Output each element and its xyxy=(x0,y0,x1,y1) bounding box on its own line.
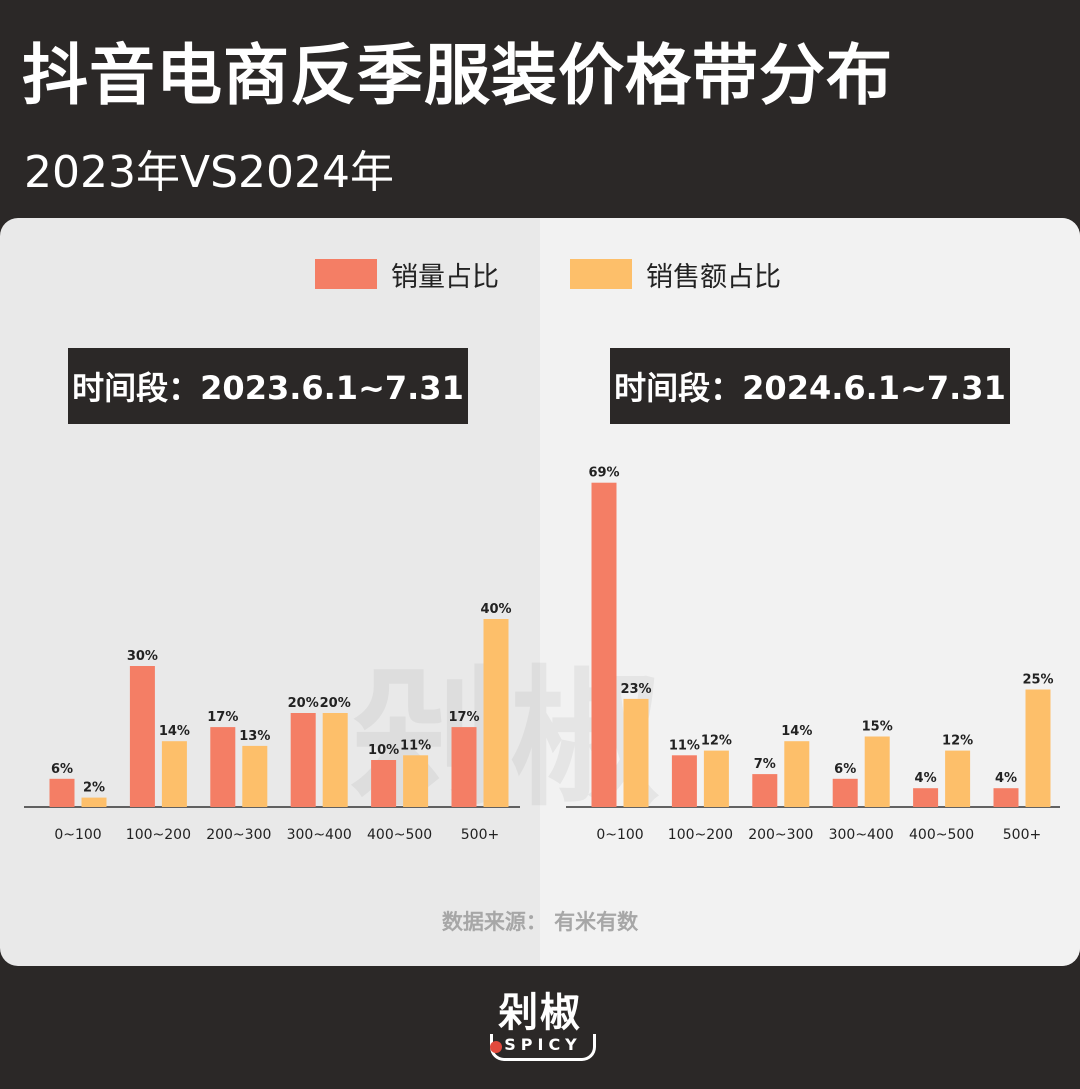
tick-label-2024-5: 500+ xyxy=(1003,827,1041,843)
page-subtitle: 2023年VS2024年 xyxy=(24,147,394,198)
bar-2024-volume-3 xyxy=(832,778,858,807)
bar-2023-volume-2 xyxy=(210,727,236,807)
data-source: 数据来源： 有米有数 xyxy=(441,910,639,934)
tick-label-2023-1: 100~200 xyxy=(126,827,191,843)
legend-swatch-sales-volume xyxy=(315,259,377,289)
legend-label-sales-amount: 销售额占比 xyxy=(646,261,781,293)
data-label-2023-volume-4: 10% xyxy=(368,743,399,758)
tick-label-2024-0: 0~100 xyxy=(596,827,643,843)
data-label-2024-amount-0: 23% xyxy=(620,682,651,697)
chart-panel-right-bg xyxy=(540,218,1080,966)
tick-label-2024-4: 400~500 xyxy=(909,827,974,843)
bar-2024-volume-1 xyxy=(671,755,697,807)
period-label-2024: 时间段：2024.6.1~7.31 xyxy=(610,348,1010,424)
bar-2023-amount-0 xyxy=(81,797,107,807)
bar-2024-volume-0 xyxy=(591,482,617,807)
bar-2023-amount-4 xyxy=(403,755,429,807)
data-label-2023-volume-1: 30% xyxy=(127,649,158,664)
data-label-2024-amount-2: 14% xyxy=(781,724,812,739)
bar-2023-volume-0 xyxy=(49,778,75,807)
tick-label-2023-3: 300~400 xyxy=(287,827,352,843)
logo-text: 剁椒 xyxy=(498,990,582,1036)
data-label-2024-amount-4: 12% xyxy=(942,734,973,749)
data-label-2023-amount-4: 11% xyxy=(400,738,431,753)
bar-2023-amount-3 xyxy=(322,713,348,807)
bar-2024-amount-3 xyxy=(864,736,890,807)
bar-2024-volume-4 xyxy=(913,788,939,807)
data-label-2024-amount-3: 15% xyxy=(862,720,893,735)
bar-2023-amount-5 xyxy=(483,619,509,807)
data-label-2023-volume-2: 17% xyxy=(207,710,238,725)
bar-2023-volume-4 xyxy=(371,760,397,807)
bar-2024-volume-2 xyxy=(752,774,778,807)
data-label-2024-volume-1: 11% xyxy=(669,738,700,753)
bar-2024-volume-5 xyxy=(993,788,1019,807)
data-label-2023-volume-5: 17% xyxy=(448,710,479,725)
bar-2024-amount-1 xyxy=(703,750,729,807)
tick-label-2023-0: 0~100 xyxy=(54,827,101,843)
data-label-2023-volume-3: 20% xyxy=(288,696,319,711)
data-label-2023-amount-2: 13% xyxy=(239,729,270,744)
data-label-2023-amount-0: 2% xyxy=(83,781,105,796)
data-label-2024-volume-4: 4% xyxy=(915,771,937,786)
data-label-2023-amount-1: 14% xyxy=(159,724,190,739)
data-label-2024-volume-0: 69% xyxy=(588,466,619,481)
period-label-2023: 时间段：2023.6.1~7.31 xyxy=(68,348,468,424)
tick-label-2024-1: 100~200 xyxy=(668,827,733,843)
data-label-2024-volume-3: 6% xyxy=(834,762,856,777)
bar-2023-amount-2 xyxy=(242,745,268,807)
tick-label-2024-3: 300~400 xyxy=(829,827,894,843)
logo-dot-icon xyxy=(490,1041,502,1053)
data-label-2023-amount-5: 40% xyxy=(480,602,511,617)
chart-panel: 剁椒 销量占比 销售额占比 时间段：2023.6.1~7.31 时间段：2024… xyxy=(0,218,1080,966)
legend-label-sales-volume: 销量占比 xyxy=(391,261,499,293)
logo-subtext: SPICY xyxy=(490,1034,596,1061)
legend-sales-amount: 销售额占比 xyxy=(570,258,781,293)
tick-label-2023-2: 200~300 xyxy=(206,827,271,843)
bar-2023-amount-1 xyxy=(161,741,187,807)
bar-2023-volume-5 xyxy=(451,727,477,807)
data-label-2024-volume-2: 7% xyxy=(754,757,776,772)
bar-2024-amount-2 xyxy=(784,741,810,807)
data-label-2023-volume-0: 6% xyxy=(51,762,73,777)
bar-2024-amount-5 xyxy=(1025,689,1051,807)
page-title: 抖音电商反季服装价格带分布 xyxy=(22,37,893,114)
tick-label-2023-4: 400~500 xyxy=(367,827,432,843)
tick-label-2024-2: 200~300 xyxy=(748,827,813,843)
data-label-2024-amount-5: 25% xyxy=(1022,673,1053,688)
data-label-2024-amount-1: 12% xyxy=(701,734,732,749)
data-label-2024-volume-5: 4% xyxy=(995,771,1017,786)
legend-swatch-sales-amount xyxy=(570,259,632,289)
bar-2024-amount-4 xyxy=(945,750,971,807)
bar-2024-amount-0 xyxy=(623,698,649,807)
legend-sales-volume: 销量占比 xyxy=(315,258,499,293)
tick-label-2023-5: 500+ xyxy=(461,827,499,843)
data-label-2023-amount-3: 20% xyxy=(320,696,351,711)
bar-2023-volume-3 xyxy=(290,713,316,807)
bar-2023-volume-1 xyxy=(129,666,155,807)
